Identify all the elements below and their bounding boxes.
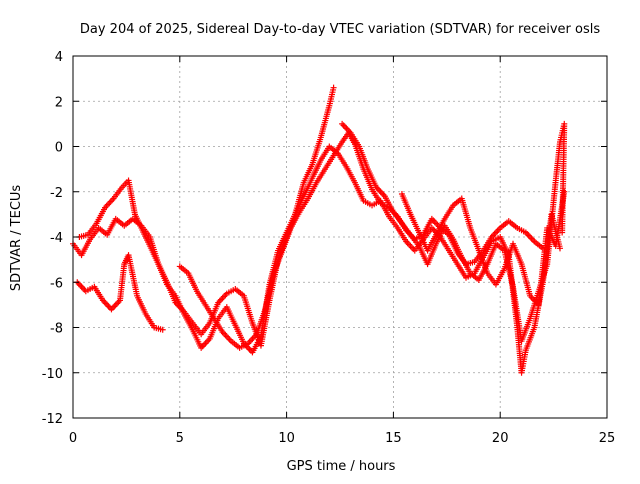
y-tick-label: -6 — [50, 276, 63, 291]
y-axis-label: SDTVAR / TECUs — [9, 185, 24, 292]
y-tick-label: -8 — [50, 322, 63, 337]
series-sat-f — [398, 188, 568, 308]
y-tick-label: -4 — [50, 231, 63, 246]
x-tick-label: 10 — [278, 431, 295, 446]
y-tick-label: 4 — [55, 50, 63, 65]
y-tick-label: 0 — [55, 141, 63, 156]
series-sat-c — [74, 252, 166, 333]
y-tick-label: -10 — [42, 367, 63, 382]
data-point — [330, 84, 337, 91]
data-series — [70, 84, 568, 376]
x-axis-label: GPS time / hours — [287, 459, 396, 474]
axis-ticks: 0 5 10 15 20 25 -12 -10 -8 -6 -4 -2 0 2 4 — [42, 50, 616, 446]
x-tick-label: 15 — [385, 431, 402, 446]
x-tick-label: 20 — [492, 431, 509, 446]
data-point — [159, 326, 166, 333]
y-tick-label: -2 — [50, 186, 63, 201]
grid — [73, 56, 607, 418]
x-tick-label: 0 — [69, 431, 77, 446]
series-sat-d — [176, 129, 546, 351]
data-point — [557, 245, 564, 252]
chart-title: Day 204 of 2025, Sidereal Day-to-day VTE… — [80, 22, 600, 37]
x-tick-label: 25 — [599, 431, 616, 446]
y-tick-label: -12 — [42, 412, 63, 427]
y-tick-label: 2 — [55, 95, 63, 110]
x-tick-label: 5 — [176, 431, 184, 446]
series-sat-e — [339, 120, 568, 345]
data-point — [561, 188, 568, 195]
